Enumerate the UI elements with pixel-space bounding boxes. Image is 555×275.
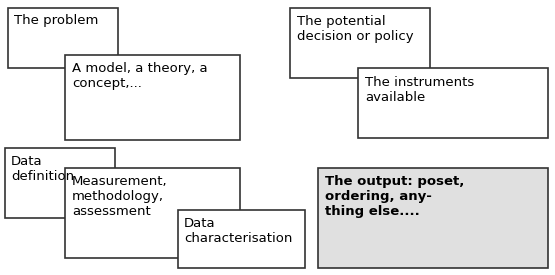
FancyBboxPatch shape bbox=[65, 55, 240, 140]
FancyBboxPatch shape bbox=[318, 168, 548, 268]
FancyBboxPatch shape bbox=[65, 168, 240, 258]
Text: Measurement,
methodology,
assessment: Measurement, methodology, assessment bbox=[72, 175, 168, 218]
Text: The problem: The problem bbox=[14, 14, 98, 27]
FancyBboxPatch shape bbox=[358, 68, 548, 138]
Text: The instruments
available: The instruments available bbox=[365, 76, 475, 104]
Text: Data
definition: Data definition bbox=[11, 155, 74, 183]
Text: The output: poset,
ordering, any-
thing else....: The output: poset, ordering, any- thing … bbox=[325, 175, 465, 218]
FancyBboxPatch shape bbox=[5, 148, 115, 218]
FancyBboxPatch shape bbox=[178, 210, 305, 268]
FancyBboxPatch shape bbox=[8, 8, 118, 68]
Text: Data
characterisation: Data characterisation bbox=[184, 217, 292, 245]
FancyBboxPatch shape bbox=[290, 8, 430, 78]
Text: The potential
decision or policy: The potential decision or policy bbox=[297, 15, 413, 43]
Text: A model, a theory, a
concept,...: A model, a theory, a concept,... bbox=[72, 62, 208, 90]
